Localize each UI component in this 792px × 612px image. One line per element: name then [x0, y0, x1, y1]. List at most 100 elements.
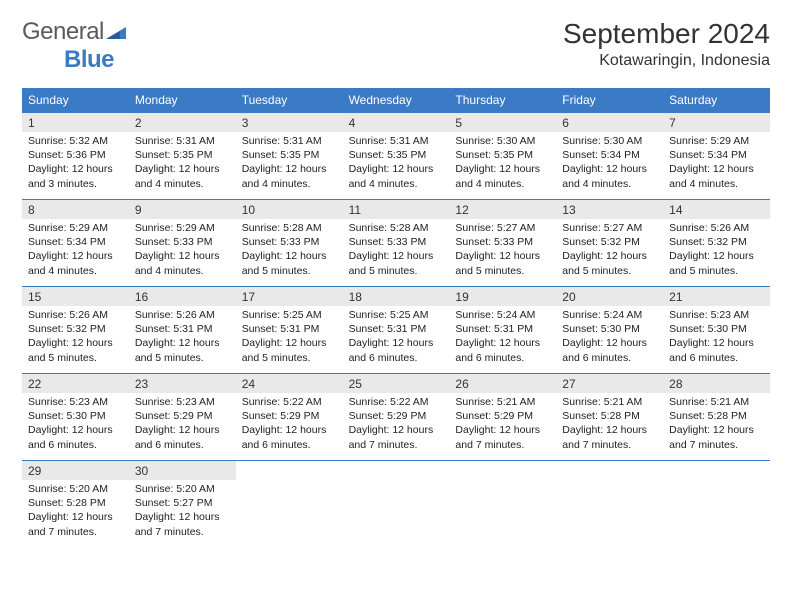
daylight-text-2: and 5 minutes. — [28, 351, 123, 365]
day-details: Sunrise: 5:23 AMSunset: 5:30 PMDaylight:… — [663, 306, 770, 371]
day-number: 16 — [129, 287, 236, 306]
day-details: Sunrise: 5:21 AMSunset: 5:29 PMDaylight:… — [449, 393, 556, 458]
sunrise-text: Sunrise: 5:20 AM — [28, 482, 123, 496]
calendar-week: 1Sunrise: 5:32 AMSunset: 5:36 PMDaylight… — [22, 112, 770, 199]
daylight-text-2: and 5 minutes. — [349, 264, 444, 278]
logo: General Blue — [22, 18, 126, 74]
sunrise-text: Sunrise: 5:29 AM — [28, 221, 123, 235]
empty-cell — [663, 461, 770, 547]
daylight-text-2: and 6 minutes. — [349, 351, 444, 365]
daylight-text-2: and 4 minutes. — [455, 177, 550, 191]
sunrise-text: Sunrise: 5:23 AM — [135, 395, 230, 409]
day-number: 21 — [663, 287, 770, 306]
sunset-text: Sunset: 5:31 PM — [242, 322, 337, 336]
day-cell: 28Sunrise: 5:21 AMSunset: 5:28 PMDayligh… — [663, 374, 770, 460]
daylight-text-2: and 6 minutes. — [242, 438, 337, 452]
day-cell: 12Sunrise: 5:27 AMSunset: 5:33 PMDayligh… — [449, 200, 556, 286]
day-details: Sunrise: 5:31 AMSunset: 5:35 PMDaylight:… — [236, 132, 343, 197]
day-cell: 27Sunrise: 5:21 AMSunset: 5:28 PMDayligh… — [556, 374, 663, 460]
day-cell: 22Sunrise: 5:23 AMSunset: 5:30 PMDayligh… — [22, 374, 129, 460]
sunrise-text: Sunrise: 5:20 AM — [135, 482, 230, 496]
day-number: 6 — [556, 113, 663, 132]
sunset-text: Sunset: 5:29 PM — [135, 409, 230, 423]
sunset-text: Sunset: 5:30 PM — [28, 409, 123, 423]
day-number: 13 — [556, 200, 663, 219]
daylight-text-2: and 7 minutes. — [28, 525, 123, 539]
day-number: 5 — [449, 113, 556, 132]
sunset-text: Sunset: 5:27 PM — [135, 496, 230, 510]
day-details: Sunrise: 5:26 AMSunset: 5:32 PMDaylight:… — [663, 219, 770, 284]
day-details: Sunrise: 5:27 AMSunset: 5:32 PMDaylight:… — [556, 219, 663, 284]
day-cell: 18Sunrise: 5:25 AMSunset: 5:31 PMDayligh… — [343, 287, 450, 373]
day-details: Sunrise: 5:21 AMSunset: 5:28 PMDaylight:… — [663, 393, 770, 458]
day-number: 27 — [556, 374, 663, 393]
sunset-text: Sunset: 5:28 PM — [669, 409, 764, 423]
day-cell: 25Sunrise: 5:22 AMSunset: 5:29 PMDayligh… — [343, 374, 450, 460]
sunset-text: Sunset: 5:34 PM — [669, 148, 764, 162]
day-cell: 19Sunrise: 5:24 AMSunset: 5:31 PMDayligh… — [449, 287, 556, 373]
daylight-text-2: and 4 minutes. — [28, 264, 123, 278]
calendar-week: 8Sunrise: 5:29 AMSunset: 5:34 PMDaylight… — [22, 199, 770, 286]
weekday-header: Thursday — [449, 88, 556, 112]
sunrise-text: Sunrise: 5:29 AM — [135, 221, 230, 235]
day-number: 25 — [343, 374, 450, 393]
daylight-text-1: Daylight: 12 hours — [242, 423, 337, 437]
empty-cell — [343, 461, 450, 547]
daylight-text-1: Daylight: 12 hours — [455, 249, 550, 263]
weekday-header: Saturday — [663, 88, 770, 112]
daylight-text-1: Daylight: 12 hours — [242, 336, 337, 350]
day-details: Sunrise: 5:25 AMSunset: 5:31 PMDaylight:… — [236, 306, 343, 371]
day-number: 3 — [236, 113, 343, 132]
daylight-text-2: and 7 minutes. — [562, 438, 657, 452]
day-cell: 10Sunrise: 5:28 AMSunset: 5:33 PMDayligh… — [236, 200, 343, 286]
day-cell: 24Sunrise: 5:22 AMSunset: 5:29 PMDayligh… — [236, 374, 343, 460]
sunrise-text: Sunrise: 5:28 AM — [242, 221, 337, 235]
day-cell: 30Sunrise: 5:20 AMSunset: 5:27 PMDayligh… — [129, 461, 236, 547]
title-block: September 2024 Kotawaringin, Indonesia — [563, 18, 770, 70]
day-details: Sunrise: 5:26 AMSunset: 5:31 PMDaylight:… — [129, 306, 236, 371]
sunrise-text: Sunrise: 5:23 AM — [669, 308, 764, 322]
day-details: Sunrise: 5:23 AMSunset: 5:29 PMDaylight:… — [129, 393, 236, 458]
day-details: Sunrise: 5:21 AMSunset: 5:28 PMDaylight:… — [556, 393, 663, 458]
daylight-text-1: Daylight: 12 hours — [669, 423, 764, 437]
weekday-header: Tuesday — [236, 88, 343, 112]
day-details: Sunrise: 5:26 AMSunset: 5:32 PMDaylight:… — [22, 306, 129, 371]
day-cell: 5Sunrise: 5:30 AMSunset: 5:35 PMDaylight… — [449, 113, 556, 199]
sunset-text: Sunset: 5:31 PM — [349, 322, 444, 336]
day-details: Sunrise: 5:29 AMSunset: 5:33 PMDaylight:… — [129, 219, 236, 284]
day-cell: 11Sunrise: 5:28 AMSunset: 5:33 PMDayligh… — [343, 200, 450, 286]
day-details: Sunrise: 5:22 AMSunset: 5:29 PMDaylight:… — [343, 393, 450, 458]
sunrise-text: Sunrise: 5:29 AM — [669, 134, 764, 148]
day-cell: 17Sunrise: 5:25 AMSunset: 5:31 PMDayligh… — [236, 287, 343, 373]
day-details: Sunrise: 5:28 AMSunset: 5:33 PMDaylight:… — [236, 219, 343, 284]
daylight-text-2: and 6 minutes. — [135, 438, 230, 452]
day-number: 1 — [22, 113, 129, 132]
daylight-text-1: Daylight: 12 hours — [669, 249, 764, 263]
daylight-text-1: Daylight: 12 hours — [135, 249, 230, 263]
day-number: 12 — [449, 200, 556, 219]
empty-cell — [556, 461, 663, 547]
daylight-text-1: Daylight: 12 hours — [562, 162, 657, 176]
day-cell: 1Sunrise: 5:32 AMSunset: 5:36 PMDaylight… — [22, 113, 129, 199]
day-number: 4 — [343, 113, 450, 132]
location-label: Kotawaringin, Indonesia — [563, 52, 770, 70]
daylight-text-1: Daylight: 12 hours — [135, 162, 230, 176]
day-details: Sunrise: 5:31 AMSunset: 5:35 PMDaylight:… — [343, 132, 450, 197]
day-number: 29 — [22, 461, 129, 480]
empty-cell — [236, 461, 343, 547]
sunset-text: Sunset: 5:31 PM — [135, 322, 230, 336]
sunrise-text: Sunrise: 5:27 AM — [455, 221, 550, 235]
day-number: 26 — [449, 374, 556, 393]
daylight-text-1: Daylight: 12 hours — [135, 336, 230, 350]
sunrise-text: Sunrise: 5:24 AM — [455, 308, 550, 322]
day-cell: 13Sunrise: 5:27 AMSunset: 5:32 PMDayligh… — [556, 200, 663, 286]
daylight-text-2: and 4 minutes. — [135, 264, 230, 278]
weekday-header: Wednesday — [343, 88, 450, 112]
daylight-text-1: Daylight: 12 hours — [562, 249, 657, 263]
sunset-text: Sunset: 5:33 PM — [135, 235, 230, 249]
daylight-text-1: Daylight: 12 hours — [135, 510, 230, 524]
daylight-text-2: and 6 minutes. — [28, 438, 123, 452]
weekday-header: Monday — [129, 88, 236, 112]
daylight-text-2: and 7 minutes. — [135, 525, 230, 539]
day-details: Sunrise: 5:29 AMSunset: 5:34 PMDaylight:… — [22, 219, 129, 284]
